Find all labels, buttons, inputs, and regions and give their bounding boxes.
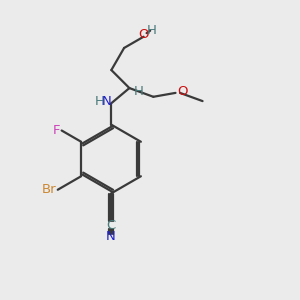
Text: H: H [134, 85, 143, 98]
Text: O: O [177, 85, 188, 98]
Text: H: H [147, 24, 157, 37]
Text: N: N [106, 230, 116, 244]
Text: C: C [106, 219, 116, 232]
Text: O: O [138, 28, 149, 41]
Text: N: N [102, 94, 112, 108]
Text: F: F [52, 124, 60, 137]
Text: H: H [95, 94, 104, 108]
Text: Br: Br [42, 183, 56, 196]
